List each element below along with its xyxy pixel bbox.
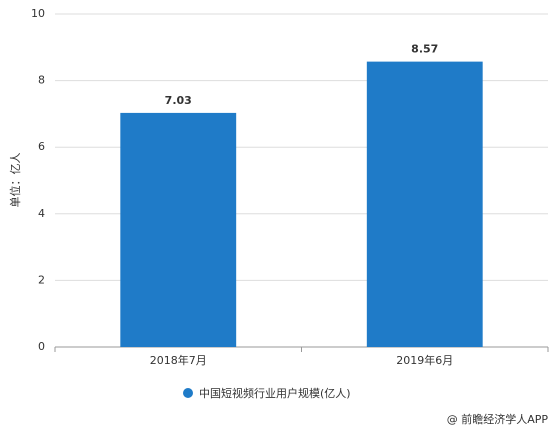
y-axis-label: 单位：亿人: [8, 153, 22, 208]
x-tick-label: 2019年6月: [396, 353, 453, 367]
source: @ 前瞻经济学人APP: [447, 412, 549, 426]
bar: [120, 112, 237, 347]
y-tick-label: 2: [38, 273, 45, 286]
y-tick-label: 4: [38, 207, 45, 220]
y-tick-label: 10: [31, 7, 45, 20]
legend-marker: [183, 388, 193, 398]
y-tick-label: 6: [38, 140, 45, 153]
legend-label: 中国短视频行业用户规模(亿人): [199, 386, 351, 400]
bar: [366, 61, 483, 348]
value-label: 7.03: [165, 94, 192, 107]
y-tick-label: 8: [38, 74, 45, 87]
value-label: 8.57: [411, 43, 438, 56]
x-tick-label: 2018年7月: [150, 353, 207, 367]
y-tick-label: 0: [38, 340, 45, 353]
